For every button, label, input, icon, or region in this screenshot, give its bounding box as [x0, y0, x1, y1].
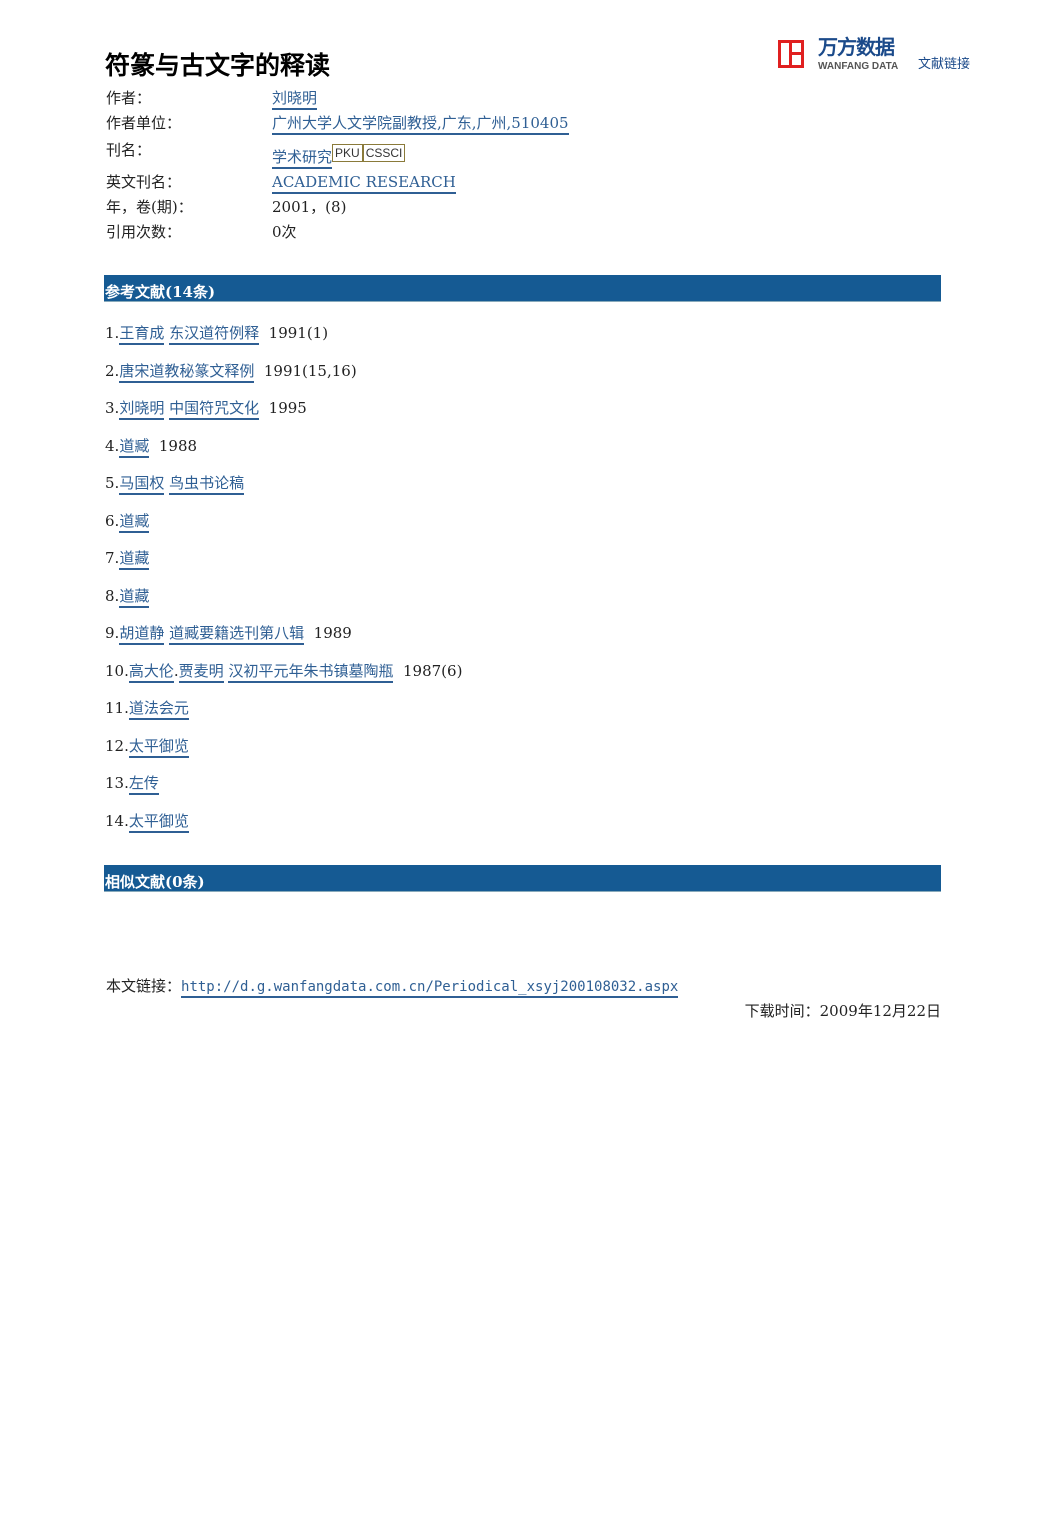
reference-item: 2.唐宋道教秘篆文释例 1991(15,16): [105, 361, 357, 383]
reference-link[interactable]: 道法会元: [128, 699, 189, 720]
reference-item: 4.道臧 1988: [105, 436, 198, 458]
meta-label: 英文刊名：: [106, 173, 182, 191]
wanfang-logo[interactable]: 万方数据 WANFANG DATA 文献链接: [778, 36, 978, 76]
article-link-label: 本文链接：: [106, 977, 182, 995]
reference-item: 9.胡道静 道臧要籍选刊第八辑 1989: [105, 624, 352, 645]
meta-value-row: 0次: [272, 223, 297, 242]
reference-item: 5.马国权 鸟虫书论稿: [105, 474, 245, 495]
meta-value-row: 广州大学人文学院副教授,广东,广州,510405: [272, 114, 569, 135]
reference-number: 13.: [105, 774, 129, 792]
wanfang-logo-icon: [778, 40, 804, 68]
badge-cssci[interactable]: CSSCI: [362, 144, 406, 162]
reference-link[interactable]: 左传: [128, 774, 159, 795]
reference-link[interactable]: 马国权: [119, 474, 165, 495]
reference-link[interactable]: 胡道静: [119, 624, 165, 645]
reference-number: 10.: [105, 661, 129, 680]
meta-value-link[interactable]: 广州大学人文学院副教授,广东,广州,510405: [272, 114, 569, 135]
reference-item: 13.左传: [105, 774, 159, 795]
reference-item: 12.太平御览: [105, 736, 189, 758]
reference-number: 6.: [105, 511, 120, 530]
reference-text: 1991(15,16): [254, 361, 357, 380]
logo-en-text: WANFANG DATA: [818, 61, 899, 72]
reference-number: 1.: [105, 324, 120, 342]
meta-label: 引用次数：: [106, 223, 182, 241]
reference-number: 11.: [105, 699, 129, 717]
meta-label: 作者单位：: [106, 114, 182, 132]
reference-item: 7.道藏: [105, 549, 150, 570]
reference-number: 4.: [105, 436, 120, 455]
reference-link[interactable]: 太平御览: [128, 736, 189, 758]
reference-link[interactable]: 道臧: [119, 436, 150, 458]
similar-header: 相似文献(0条): [105, 873, 205, 891]
meta-value-row: 学术研究 PKU CSSCI: [272, 144, 406, 169]
article-url-link[interactable]: http://d.g.wanfangdata.com.cn/Periodical…: [181, 979, 679, 998]
page-title: 符篆与古文字的释读: [105, 51, 331, 80]
meta-label: 作者：: [106, 89, 152, 107]
reference-link[interactable]: 贾麦明: [178, 661, 224, 683]
meta-value-row: 刘晓明: [272, 89, 318, 110]
reference-link[interactable]: 鸟虫书论稿: [169, 474, 245, 495]
meta-value-link[interactable]: ACADEMIC RESEARCH: [272, 173, 456, 194]
meta-value: 2001，(8): [272, 198, 347, 216]
reference-link[interactable]: 中国符咒文化: [169, 399, 260, 420]
literature-link-text[interactable]: 文献链接: [918, 57, 971, 72]
meta-value-row: 2001，(8): [272, 198, 346, 217]
reference-number: 14.: [105, 811, 129, 830]
reference-link[interactable]: 汉初平元年朱书镇墓陶瓶: [228, 661, 394, 683]
reference-link[interactable]: 道臧要籍选刊第八辑: [169, 624, 305, 645]
references-header: 参考文献(14条): [105, 283, 216, 301]
similar-header-bar: 相似文献(0条): [104, 865, 941, 892]
reference-link[interactable]: 唐宋道教秘篆文释例: [119, 361, 255, 383]
reference-number: 12.: [105, 736, 129, 755]
reference-item: 1.王育成 东汉道符例释 1991(1): [105, 324, 329, 345]
meta-value-row: ACADEMIC RESEARCH: [272, 173, 456, 194]
meta-label: 年，卷(期)：: [106, 198, 193, 216]
reference-number: 3.: [105, 399, 120, 417]
article-link-row: 本文链接：http://d.g.wanfangdata.com.cn/Perio…: [106, 977, 679, 998]
reference-link[interactable]: 王育成: [119, 324, 165, 345]
reference-item: 11.道法会元: [105, 699, 189, 720]
reference-link[interactable]: 道藏: [119, 549, 150, 570]
reference-link[interactable]: 道藏: [119, 586, 150, 608]
meta-value-link[interactable]: 学术研究: [272, 148, 333, 169]
reference-text: 1995: [259, 399, 307, 417]
reference-link[interactable]: 太平御览: [128, 811, 189, 833]
reference-number: 9.: [105, 624, 120, 642]
reference-item: 14.太平御览: [105, 811, 189, 833]
reference-text: 1989: [304, 624, 352, 642]
reference-number: 5.: [105, 474, 120, 492]
references-header-bar: 参考文献(14条): [104, 275, 941, 302]
reference-text: 1988: [149, 436, 198, 455]
reference-item: 6.道臧: [105, 511, 150, 533]
reference-text: 1991(1): [259, 324, 329, 342]
reference-item: 10.高大伦.贾麦明 汉初平元年朱书镇墓陶瓶 1987(6): [105, 661, 463, 683]
reference-link[interactable]: 高大伦: [128, 661, 174, 683]
reference-text: 1987(6): [393, 661, 463, 680]
meta-value: 0次: [272, 223, 297, 241]
reference-item: 3.刘晓明 中国符咒文化 1995: [105, 399, 307, 420]
reference-link[interactable]: 刘晓明: [119, 399, 165, 420]
reference-number: 8.: [105, 586, 120, 605]
reference-number: 2.: [105, 361, 120, 380]
reference-link[interactable]: 东汉道符例释: [169, 324, 260, 345]
logo-cn-text: 万方数据: [818, 35, 895, 59]
badge-pku[interactable]: PKU: [332, 144, 363, 162]
reference-link[interactable]: 道臧: [119, 511, 150, 533]
reference-item: 8.道藏: [105, 586, 150, 608]
reference-text: .: [173, 661, 179, 680]
meta-label: 刊名：: [106, 141, 152, 159]
reference-number: 7.: [105, 549, 120, 567]
meta-value-link[interactable]: 刘晓明: [272, 89, 318, 110]
download-time: 下载时间：2009年12月22日: [744, 1002, 941, 1020]
